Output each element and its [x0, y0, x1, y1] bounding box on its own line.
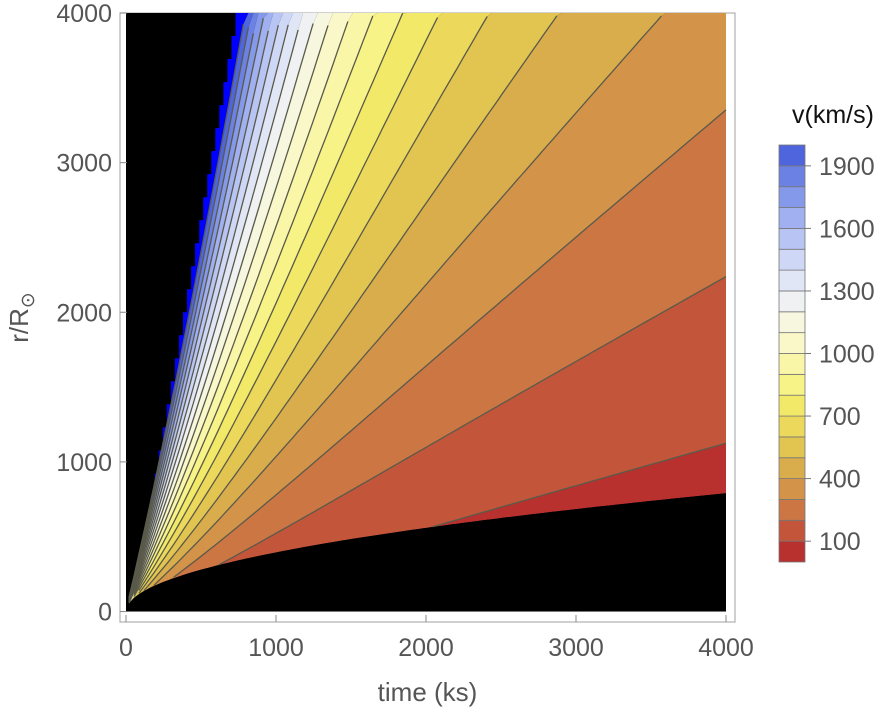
legend-label: 100 — [819, 528, 861, 556]
contour-line-400 — [153, 15, 662, 586]
contour-band-900-1000 — [129, 13, 726, 604]
contour-band-100-200 — [129, 276, 726, 604]
legend-swatch-700 — [778, 394, 806, 417]
contour-line-1000 — [133, 21, 349, 594]
y-axis-title: r/R⊙ — [4, 292, 39, 343]
contour-line-200 — [218, 276, 727, 566]
x-tick-label: 3000 — [548, 634, 604, 662]
y-tick-label: 0 — [98, 599, 112, 627]
legend: 100 400 700 1000 1300 1600 1900 — [778, 144, 875, 563]
legend-swatch-100 — [778, 519, 806, 542]
boundary-region — [129, 493, 726, 612]
legend-label: 1600 — [819, 215, 875, 243]
contour-line-1600 — [128, 30, 269, 601]
contour-line-100 — [432, 442, 727, 528]
contour-line-1200 — [128, 23, 314, 603]
legend-label: 700 — [819, 403, 861, 431]
legend-swatch-0 — [778, 540, 806, 563]
y-tick-label: 2000 — [56, 299, 112, 327]
legend-swatch-1000 — [778, 332, 806, 354]
contour-line-500 — [143, 15, 558, 591]
x-tick-label: 1000 — [248, 634, 304, 662]
y-axis-title-main: r/R — [4, 308, 34, 343]
axes: 0 1000 2000 3000 4000 0 1000 2000 3000 4000 — [56, 0, 753, 662]
legend-swatch-1700 — [778, 186, 806, 208]
legend-swatch-500 — [778, 436, 806, 459]
legend-label: 400 — [819, 466, 861, 494]
legend-swatch-1600 — [778, 207, 806, 229]
contour-line-700 — [138, 17, 439, 591]
x-tick-label: 0 — [119, 634, 133, 662]
legend-swatch-1900 — [778, 144, 806, 167]
legend-label: 1900 — [819, 153, 875, 181]
contour-line-900 — [133, 15, 374, 595]
legend-swatch-1300 — [778, 269, 806, 292]
contour-line-2000 — [128, 23, 245, 598]
contour-line-1500 — [128, 24, 279, 601]
y-axis-title-subscript: ⊙ — [18, 292, 39, 308]
legend-label: 1300 — [819, 278, 875, 306]
y-tick-label: 4000 — [56, 0, 112, 28]
y-tick-label: 1000 — [56, 449, 112, 477]
legend-swatch-800 — [778, 373, 806, 396]
legend-swatch-200 — [778, 499, 806, 521]
contour-line-800 — [133, 13, 404, 597]
legend-swatch-300 — [778, 478, 806, 500]
legend-swatch-1100 — [778, 311, 806, 334]
legend-swatch-400 — [778, 457, 806, 480]
contour-line-300 — [173, 109, 727, 578]
plot-area — [126, 13, 727, 612]
legend-title: v(km/s) — [792, 101, 874, 129]
contour-band-1100-1200 — [129, 13, 726, 604]
contour-line-1300 — [128, 29, 299, 603]
legend-label: 1000 — [819, 341, 875, 369]
legend-swatch-1200 — [778, 290, 806, 313]
contour-band-400-500 — [129, 13, 726, 604]
legend-swatch-1400 — [778, 248, 806, 271]
contour-line-1700 — [128, 18, 264, 600]
x-tick-label: 4000 — [698, 634, 754, 662]
contour-line-1100 — [128, 25, 329, 604]
legend-swatch-1800 — [778, 165, 806, 188]
y-tick-label: 3000 — [56, 150, 112, 178]
x-axis-title: time (ks) — [378, 677, 478, 707]
legend-swatch-1500 — [778, 227, 806, 250]
x-tick-label: 2000 — [398, 634, 454, 662]
contour-line-1800 — [128, 33, 255, 599]
contour-band-500-600 — [129, 13, 726, 604]
contour-line-1400 — [128, 24, 289, 602]
legend-swatch-900 — [778, 353, 806, 375]
legend-swatch-600 — [778, 415, 806, 438]
contour-band-300-400 — [129, 13, 726, 604]
contour-line-600 — [138, 16, 488, 594]
contour-line-1900 — [128, 27, 250, 599]
